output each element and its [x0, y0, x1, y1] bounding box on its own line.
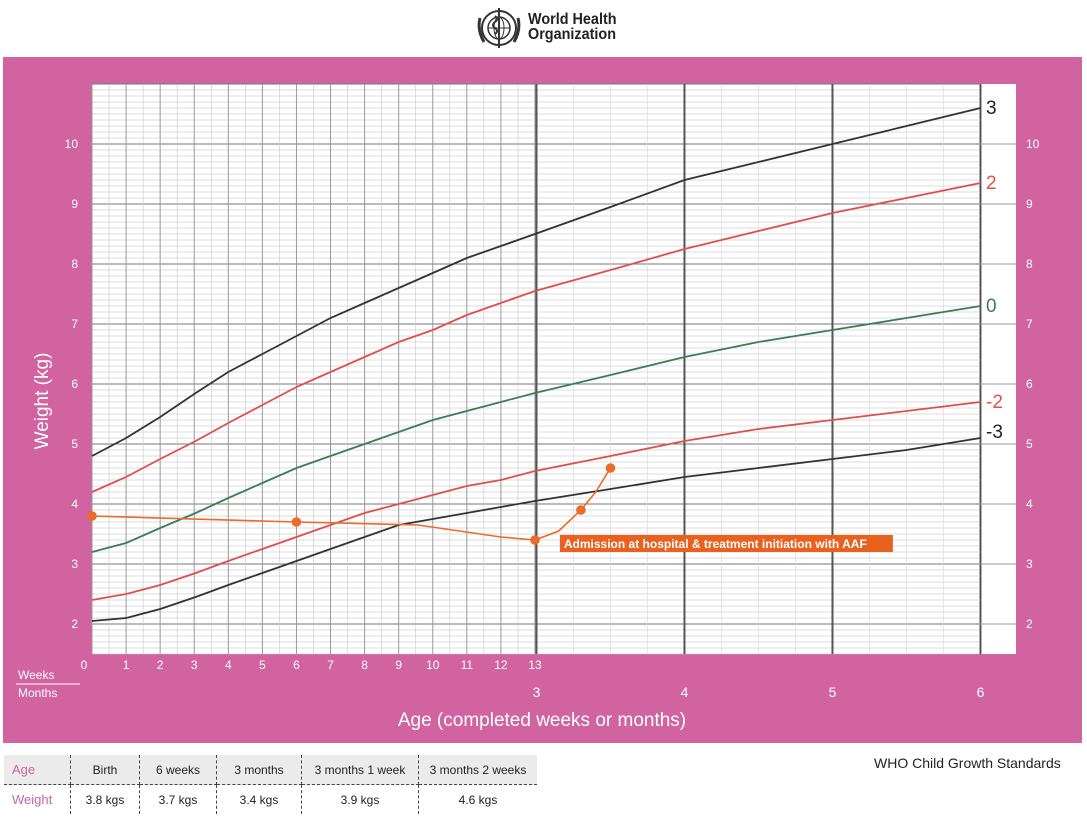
x-tick-label-month: 3	[533, 684, 541, 700]
x-tick-label-week: 8	[361, 658, 368, 672]
child-weight-point	[291, 517, 302, 527]
x-tick-label-week: 1	[123, 658, 130, 672]
who-emblem-icon	[477, 8, 521, 48]
x-tick-label-month: 6	[977, 684, 985, 700]
age-cell: Birth	[70, 755, 140, 785]
y-tick-label-left: 6	[71, 377, 78, 391]
x-tick-label-week: 5	[259, 658, 266, 672]
x-tick-label-month: 4	[681, 684, 689, 700]
y-tick-label-left: 9	[71, 197, 78, 211]
y-tick-label-right: 10	[1026, 137, 1040, 151]
x-tick-label-week: 0	[81, 658, 88, 672]
y-tick-label-left: 4	[71, 497, 78, 511]
y-tick-label-left: 3	[71, 557, 78, 571]
y-tick-label-left: 7	[71, 317, 78, 331]
y-tick-label-right: 4	[1026, 497, 1033, 511]
grid	[91, 83, 1016, 655]
age-cell: 3 months 1 week	[301, 755, 419, 785]
y-tick-label-right: 8	[1026, 257, 1033, 271]
header: World Health Organization	[0, 0, 1087, 57]
y-tick-label-right: 2	[1026, 617, 1033, 631]
child-weight-point	[530, 535, 540, 545]
y-tick-label-left: 10	[65, 137, 79, 151]
y-tick-label-left: 2	[71, 617, 78, 631]
footer-standards: WHO Child Growth Standards	[874, 755, 1061, 771]
y-tick-label-left: 5	[71, 437, 78, 451]
curve-z-3	[91, 107, 981, 457]
x-tick-label-week: 9	[395, 658, 402, 672]
curve-label: -3	[986, 422, 1003, 443]
child-weight-point	[87, 511, 97, 521]
x-tick-label-week: 13	[528, 658, 542, 672]
y-tick-label-left: 8	[71, 257, 78, 271]
curve-label: -2	[986, 392, 1003, 413]
z-score-curves	[91, 107, 981, 622]
x-tick-label-week: 7	[327, 658, 334, 672]
x-tick-label-week: 3	[191, 658, 198, 672]
x-tick-label-week: 10	[426, 658, 440, 672]
annotation-box	[559, 535, 893, 552]
annotation: Admission at hospital & treatment initia…	[559, 535, 893, 552]
curve-z-minus-2	[91, 401, 981, 601]
table-row-weight: Weight 3.8 kgs 3.7 kgs 3.4 kgs 3.9 kgs 4…	[4, 784, 537, 814]
annotation-text: Admission at hospital & treatment initia…	[564, 537, 867, 551]
y-tick-label-right: 7	[1026, 317, 1033, 331]
age-header: Age	[4, 755, 71, 785]
curve-label: 2	[986, 173, 997, 194]
x-tick-label-week: 12	[494, 658, 508, 672]
organization-name: World Health Organization	[528, 11, 617, 43]
org-line-2: Organization	[528, 26, 617, 43]
child-weight-point	[576, 505, 586, 515]
weight-record-table: Age Birth 6 weeks 3 months 3 months 1 we…	[4, 755, 537, 814]
table-row-age: Age Birth 6 weeks 3 months 3 months 1 we…	[4, 755, 537, 785]
weight-cell: 3.8 kgs	[70, 784, 140, 814]
weight-cell: 3.4 kgs	[216, 784, 302, 814]
right-scale-area	[979, 84, 1016, 654]
weight-header: Weight	[4, 784, 71, 814]
child-weight-point	[605, 463, 616, 473]
y-tick-label-right: 3	[1026, 557, 1033, 571]
months-unit-label: Months	[18, 686, 57, 700]
x-tick-label-week: 4	[225, 658, 232, 672]
curve-label: 3	[986, 98, 997, 119]
org-line-1: World Health	[528, 11, 617, 28]
x-tick-label-week: 11	[461, 658, 474, 672]
x-tick-label-week: 2	[157, 658, 164, 672]
age-cell: 3 months	[216, 755, 302, 785]
x-tick-label-week: 6	[293, 658, 300, 672]
x-axis-label: Age (completed weeks or months)	[398, 710, 686, 731]
y-tick-label-right: 5	[1026, 437, 1033, 451]
curve-labels: 3 2 0 -2 -3	[986, 98, 1003, 443]
weeks-unit-label: Weeks	[18, 668, 54, 682]
age-cell: 6 weeks	[139, 755, 217, 785]
weight-cell: 3.7 kgs	[139, 784, 217, 814]
curve-z-2	[91, 182, 981, 493]
curve-z-minus-3	[91, 437, 981, 622]
y-tick-label-right: 6	[1026, 377, 1033, 391]
curve-label: 0	[986, 296, 997, 317]
growth-chart: Admission at hospital & treatment initia…	[3, 57, 1082, 743]
child-weight-series	[87, 463, 616, 545]
x-tick-label-month: 5	[829, 684, 837, 700]
y-axis-label: Weight (kg)	[32, 353, 53, 450]
weight-cell: 4.6 kgs	[418, 784, 537, 814]
curve-z-0	[91, 305, 981, 553]
y-tick-label-right: 9	[1026, 197, 1033, 211]
age-cell: 3 months 2 weeks	[418, 755, 537, 785]
axis-ticks: 2 23 34 45 56 67 78 89 910 100 1 2 3 4 5 6 7 8 9 10 11 12 133 4…	[65, 137, 1040, 700]
weight-cell: 3.9 kgs	[301, 784, 419, 814]
